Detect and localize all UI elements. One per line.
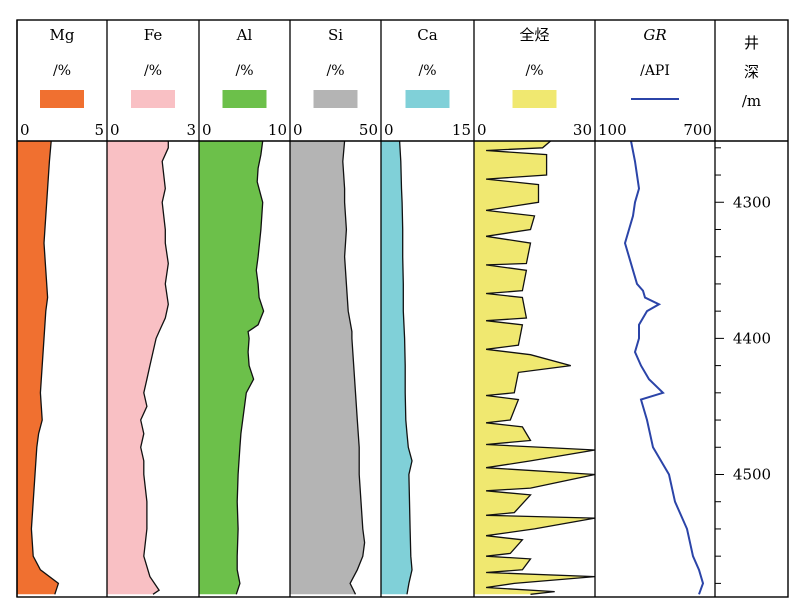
legend-swatch-mg — [40, 90, 84, 108]
depth-title-line-2: 深 — [744, 63, 759, 81]
series-line-fe — [140, 141, 169, 595]
scale-min-mg: 0 — [20, 121, 30, 139]
depth-label-4400: 4400 — [733, 329, 771, 347]
track-unit-al: /% — [235, 63, 253, 79]
series-area-fe — [107, 141, 169, 595]
scale-max-si: 50 — [359, 121, 378, 139]
track-title-fe: Fe — [144, 26, 163, 44]
chart-frame — [16, 19, 789, 598]
scale-min-al: 0 — [202, 121, 212, 139]
scale-min-gr: 100 — [598, 121, 627, 139]
scale-min-fe: 0 — [110, 121, 120, 139]
depth-label-4500: 4500 — [733, 465, 771, 483]
legend-swatch-track6 — [512, 90, 557, 108]
track-title-ca: Ca — [417, 26, 437, 44]
scale-max-fe: 3 — [186, 121, 196, 139]
track-fills — [17, 140, 705, 595]
legend-swatch-ca — [405, 90, 450, 108]
track-title-mg: Mg — [50, 26, 75, 44]
track-unit-ca: /% — [418, 63, 436, 79]
series-area-ca — [381, 141, 412, 595]
legend-swatch-fe — [131, 90, 175, 108]
series-line-mg — [30, 140, 60, 595]
series-area-al — [199, 141, 264, 595]
track-title-gr: GR — [643, 26, 666, 44]
series-line-si — [342, 140, 366, 595]
outer-border — [16, 19, 789, 598]
scale-min-ca: 0 — [384, 121, 394, 139]
track-unit-track6: /% — [525, 63, 543, 79]
series-line-al — [235, 140, 265, 595]
track-unit-fe: /% — [144, 63, 162, 79]
legend-swatch-si — [313, 90, 358, 108]
scale-max-track6: 30 — [573, 121, 592, 139]
track-title-al: Al — [236, 26, 253, 44]
track-title-track6: 全烃 — [519, 26, 549, 44]
depth-title-line-3: /m — [742, 92, 761, 110]
scale-max-gr: 700 — [683, 121, 712, 139]
series-area-mg — [17, 141, 59, 595]
series-line-ca — [398, 140, 413, 595]
track-unit-gr: /API — [640, 63, 670, 79]
depth-label-4300: 4300 — [733, 193, 771, 211]
scale-max-mg: 5 — [94, 121, 104, 139]
series-area-track6 — [474, 141, 595, 595]
series-area-si — [290, 141, 365, 595]
track-unit-si: /% — [326, 63, 344, 79]
legend-swatch-al — [222, 90, 267, 108]
series-line-track6 — [486, 140, 596, 595]
track-title-si: Si — [328, 26, 343, 44]
scale-max-al: 10 — [268, 121, 287, 139]
series-line-gr — [623, 140, 705, 595]
depth-axis: 井深/m 4300 4400 4500 — [715, 34, 771, 584]
track-unit-mg: /% — [53, 63, 71, 79]
scale-min-track6: 0 — [477, 121, 487, 139]
depth-title-line-1: 井 — [744, 34, 759, 52]
scale-min-si: 0 — [293, 121, 303, 139]
scale-max-ca: 15 — [452, 121, 471, 139]
